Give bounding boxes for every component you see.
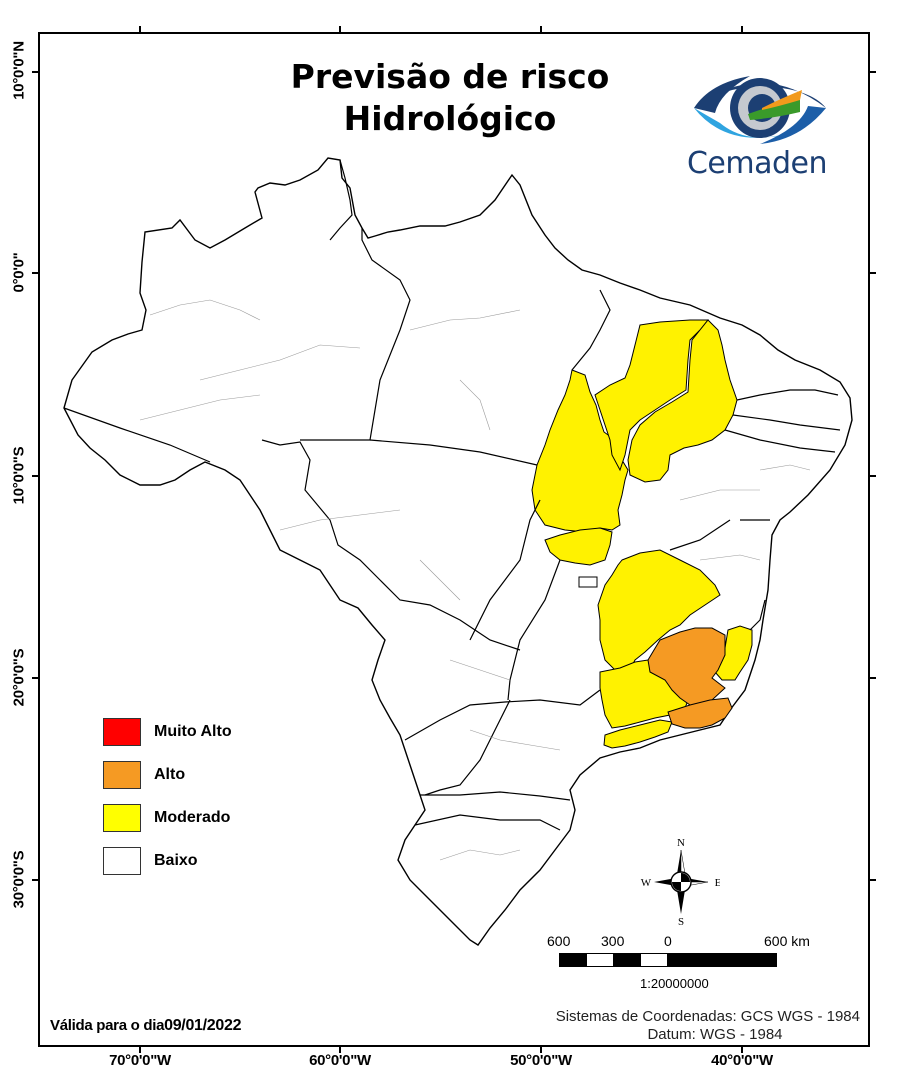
region-rio-alto: [667, 697, 733, 729]
lat-label-0: 0°0'0": [10, 252, 28, 293]
tick-bottom-50w: [540, 1046, 542, 1053]
scale-label-300: 300: [601, 933, 625, 949]
north-arrow-compass-icon: N S W E: [641, 837, 720, 928]
map-title: Previsão de risco Hidrológico: [230, 56, 670, 140]
tick-right-10s: [869, 475, 876, 477]
coordinate-system-info: Sistemas de Coordenadas: GCS WGS - 1984 …: [480, 1008, 860, 1044]
lon-label-60w: 60°0'0"W: [309, 1052, 371, 1069]
compass-e: E: [715, 877, 720, 889]
lat-label-20s: 20°0'0"S: [10, 648, 28, 707]
validity-date: 09/01/2022: [164, 1017, 242, 1034]
risk-moderado-regions: [531, 319, 753, 749]
cemaden-logo-text: Cemaden: [686, 146, 828, 181]
legend-item-moderado: Moderado: [103, 796, 232, 839]
legend-label: Baixo: [154, 851, 198, 869]
legend-label: Moderado: [154, 808, 231, 826]
legend-swatch-alto: [103, 760, 141, 789]
lon-label-70w: 70°0'0"W: [109, 1052, 171, 1069]
region-tocantins: [531, 369, 629, 533]
state-boundaries: [63, 159, 841, 831]
title-line-2: Hidrológico: [343, 99, 557, 138]
tick-top-60w: [339, 26, 341, 33]
tick-left-10n: [32, 71, 39, 73]
region-minas-north: [597, 549, 721, 671]
region-minas-east-alto: [647, 627, 726, 706]
scale-bar: [559, 953, 777, 967]
tick-right-0: [869, 272, 876, 274]
distrito-federal: [578, 576, 598, 588]
legend-item-muito-alto: Muito Alto: [103, 710, 232, 753]
tick-top-70w: [139, 26, 141, 33]
legend: Muito Alto Alto Moderado Baixo: [103, 710, 232, 882]
scale-ratio: 1:20000000: [640, 976, 709, 991]
tick-right-10n: [869, 71, 876, 73]
tick-bottom-60w: [339, 1046, 341, 1053]
brazil-risk-map: [63, 157, 853, 946]
validity-text: Válida para o dia09/01/2022: [50, 1017, 242, 1035]
legend-swatch-moderado: [103, 803, 141, 832]
tick-top-50w: [540, 26, 542, 33]
tick-bottom-70w: [139, 1046, 141, 1053]
compass-n: N: [677, 837, 685, 849]
legend-item-baixo: Baixo: [103, 839, 232, 882]
tick-left-10s: [32, 475, 39, 477]
legend-swatch-baixo: [103, 846, 141, 875]
region-tocantins-south: [544, 527, 613, 566]
lat-label-10n: 10°0'0"N: [10, 41, 28, 100]
scale-label-600-left: 600: [547, 933, 571, 949]
title-line-1: Previsão de risco: [290, 57, 610, 96]
tick-left-20s: [32, 677, 39, 679]
tick-left-0: [32, 272, 39, 274]
lat-label-10s: 10°0'0"S: [10, 446, 28, 505]
tick-right-20s: [869, 677, 876, 679]
scale-label-600-km: 600 km: [764, 933, 810, 949]
cemaden-logo-icon: [694, 76, 826, 144]
legend-label: Alto: [154, 765, 186, 783]
validity-prefix: Válida para o dia: [50, 1017, 165, 1034]
lon-label-50w: 50°0'0"W: [510, 1052, 572, 1069]
tick-bottom-40w: [741, 1046, 743, 1053]
risk-alto-regions: [647, 627, 733, 729]
tick-right-30s: [869, 879, 876, 881]
datum-text: Datum: WGS - 1984: [647, 1026, 783, 1043]
lat-label-30s: 30°0'0"S: [10, 850, 28, 909]
legend-item-alto: Alto: [103, 753, 232, 796]
scale-label-0: 0: [664, 933, 672, 949]
lon-label-40w: 40°0'0"W: [711, 1052, 773, 1069]
compass-s: S: [678, 916, 684, 928]
regional-boundaries: [139, 299, 811, 861]
region-piaui: [627, 319, 738, 483]
tick-top-40w: [741, 26, 743, 33]
legend-swatch-muito-alto: [103, 717, 141, 746]
crs-text: Sistemas de Coordenadas: GCS WGS - 1984: [555, 1008, 860, 1025]
legend-label: Muito Alto: [154, 722, 232, 740]
compass-w: W: [641, 877, 652, 889]
region-sp-coast: [603, 719, 673, 749]
tick-left-30s: [32, 879, 39, 881]
